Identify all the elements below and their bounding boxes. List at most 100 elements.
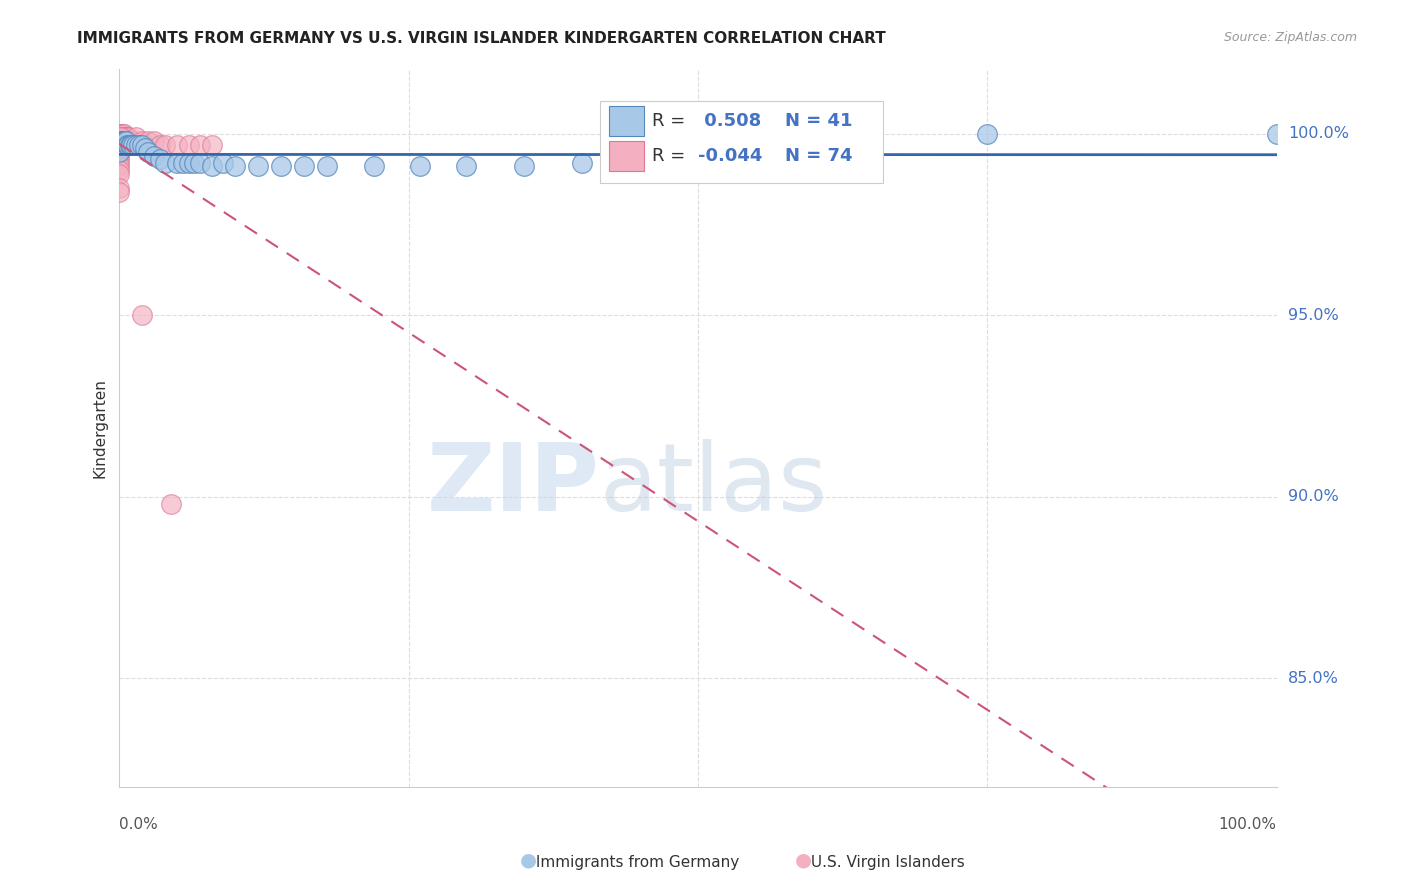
Point — [115, 130, 138, 145]
Point — [628, 156, 651, 170]
Point — [115, 130, 138, 145]
Point — [115, 137, 138, 152]
Point — [117, 130, 139, 145]
Point — [117, 137, 139, 152]
Point — [108, 185, 131, 199]
Point — [155, 156, 177, 170]
Point — [166, 156, 188, 170]
Point — [108, 156, 131, 170]
Point — [122, 137, 145, 152]
Point — [155, 137, 177, 152]
Y-axis label: Kindergarten: Kindergarten — [93, 377, 107, 477]
Point — [108, 127, 131, 141]
Point — [224, 160, 246, 174]
Point — [110, 127, 132, 141]
Point — [149, 137, 172, 152]
Point — [108, 134, 131, 148]
Point — [120, 137, 142, 152]
FancyBboxPatch shape — [599, 101, 883, 184]
Text: R =: R = — [651, 112, 690, 130]
Point — [136, 134, 159, 148]
Point — [108, 127, 131, 141]
Point — [177, 137, 200, 152]
Point — [108, 127, 131, 141]
Point — [112, 134, 135, 148]
Text: R =: R = — [651, 147, 690, 165]
Point — [108, 127, 131, 141]
Point — [183, 156, 205, 170]
Text: atlas: atlas — [599, 439, 828, 531]
Point — [110, 130, 132, 145]
Point — [111, 127, 134, 141]
Point — [118, 137, 141, 152]
Text: 90.0%: 90.0% — [1288, 489, 1339, 504]
Point — [172, 156, 194, 170]
Text: 95.0%: 95.0% — [1288, 308, 1339, 323]
Point — [409, 160, 432, 174]
Point — [120, 134, 142, 148]
Point — [142, 148, 165, 162]
Point — [108, 130, 131, 145]
Point — [115, 134, 138, 148]
Point — [108, 137, 131, 152]
Point — [134, 141, 156, 155]
Point — [128, 137, 150, 152]
Point — [108, 127, 131, 141]
Point — [108, 167, 131, 181]
Point — [111, 134, 134, 148]
Point — [114, 134, 136, 148]
Point — [108, 130, 131, 145]
Point — [108, 134, 131, 148]
Point — [110, 127, 132, 141]
Point — [212, 156, 235, 170]
Point — [115, 137, 138, 152]
Point — [108, 130, 131, 145]
Point — [125, 130, 148, 145]
Point — [108, 137, 131, 152]
Point — [108, 134, 131, 148]
Text: N = 41: N = 41 — [785, 112, 852, 130]
Point — [108, 134, 131, 148]
Point — [108, 152, 131, 166]
Point — [270, 160, 292, 174]
Text: Source: ZipAtlas.com: Source: ZipAtlas.com — [1223, 31, 1357, 45]
Point — [108, 127, 131, 141]
Text: IMMIGRANTS FROM GERMANY VS U.S. VIRGIN ISLANDER KINDERGARTEN CORRELATION CHART: IMMIGRANTS FROM GERMANY VS U.S. VIRGIN I… — [77, 31, 886, 46]
Point — [513, 160, 536, 174]
Text: 85.0%: 85.0% — [1288, 671, 1339, 686]
Text: N = 74: N = 74 — [785, 147, 852, 165]
Point — [292, 160, 315, 174]
Point — [108, 141, 131, 155]
Point — [108, 127, 131, 141]
Point — [976, 127, 998, 141]
Text: 0.0%: 0.0% — [120, 817, 157, 832]
Point — [108, 163, 131, 178]
Point — [201, 160, 224, 174]
Point — [108, 127, 131, 141]
Text: 100.0%: 100.0% — [1219, 817, 1277, 832]
Point — [177, 156, 200, 170]
Point — [131, 137, 153, 152]
Point — [112, 134, 135, 148]
Point — [166, 137, 188, 152]
Point — [125, 137, 148, 152]
Point — [108, 137, 131, 152]
Point — [108, 130, 131, 145]
Point — [136, 145, 159, 159]
Point — [108, 181, 131, 195]
Text: ZIP: ZIP — [426, 439, 599, 531]
Point — [686, 156, 709, 170]
Point — [110, 134, 132, 148]
Point — [110, 130, 132, 145]
Point — [108, 127, 131, 141]
Point — [114, 130, 136, 145]
Point — [117, 137, 139, 152]
Point — [316, 160, 339, 174]
Text: -0.044: -0.044 — [697, 147, 762, 165]
Point — [108, 127, 131, 141]
FancyBboxPatch shape — [609, 141, 644, 171]
Point — [247, 160, 270, 174]
Point — [142, 134, 165, 148]
Point — [108, 137, 131, 152]
Text: ●: ● — [794, 851, 811, 870]
